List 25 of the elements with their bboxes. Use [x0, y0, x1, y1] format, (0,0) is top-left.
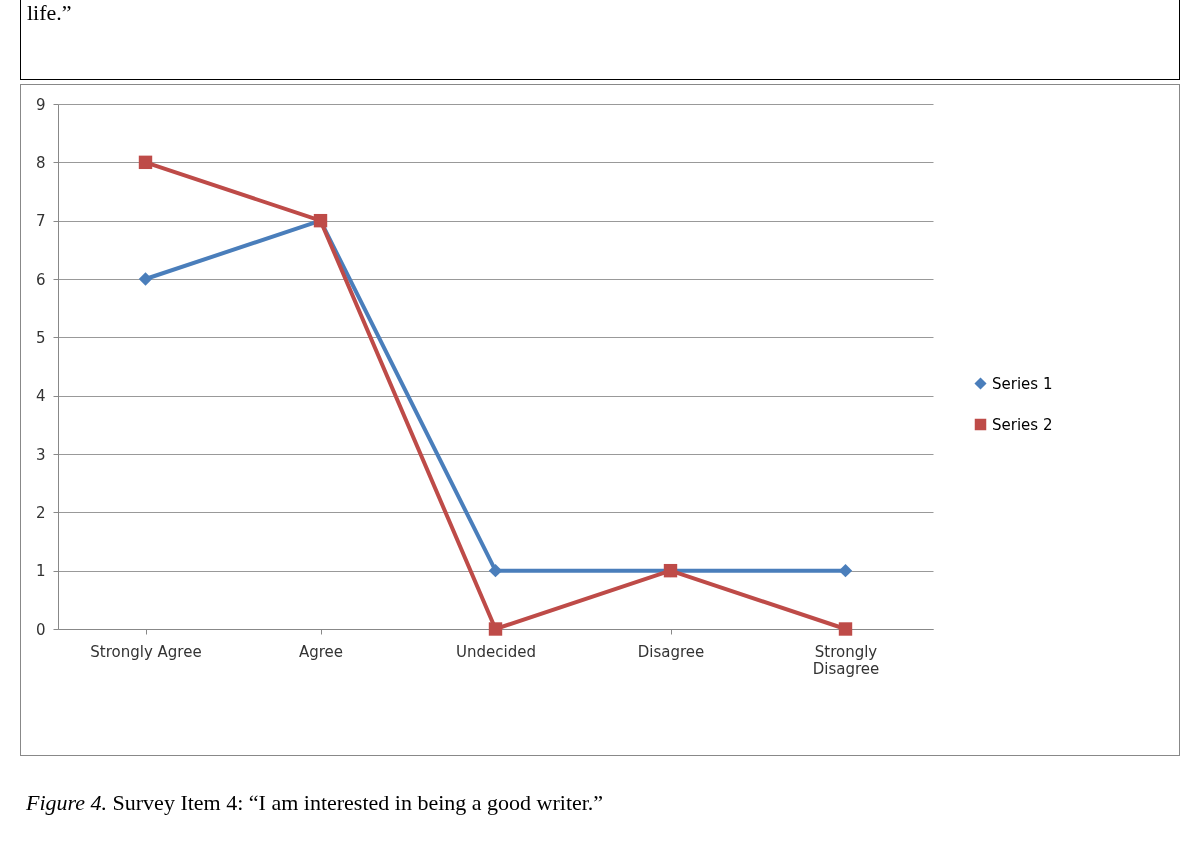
y-tick-label: 3 [35, 445, 46, 464]
point [138, 272, 153, 286]
y-tick-label: 0 [35, 620, 46, 639]
y-tick-label: 7 [35, 212, 46, 231]
x-tick-label: Strongly Agree [90, 642, 202, 661]
point [838, 563, 853, 578]
legend-label: Series 2 [992, 415, 1053, 434]
point [488, 563, 503, 578]
x-tick-label: Disagree [637, 642, 705, 661]
x-tick-label: Agree [298, 642, 344, 661]
y-tick-label: 2 [35, 503, 46, 522]
point [838, 622, 853, 636]
x-tick-label: Undecided [456, 642, 536, 661]
y-tick-label: 1 [35, 562, 46, 581]
y-tick-label: 6 [35, 270, 46, 289]
point [138, 155, 153, 170]
point [488, 622, 503, 636]
caption: Figure 4. Survey Item 4: “I am interested in being a good writer.” [26, 790, 604, 816]
y-tick-label: 4 [35, 387, 46, 406]
x-tick-label: Strongly Disagree [812, 642, 880, 678]
y-tick-label: 9 [35, 95, 46, 114]
legend-label: Series 1 [992, 374, 1053, 393]
y-tick-label: 8 [35, 153, 46, 172]
text: life.” [20, 0, 1180, 80]
y-tick-label: 5 [35, 328, 46, 347]
